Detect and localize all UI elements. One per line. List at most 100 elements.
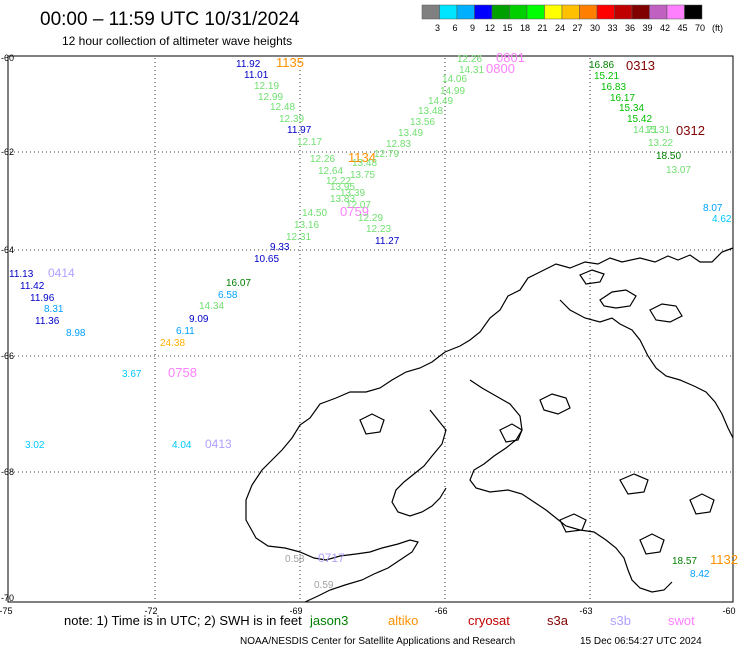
wave-height-labels: 11.92 113511.0112.1912.9912.4812.3911.971… <box>9 50 738 591</box>
wave-height-value: 8.31 <box>44 304 64 315</box>
island-1 <box>599 289 637 309</box>
wave-height-value: 14.34 <box>199 301 224 312</box>
wave-height-value: 3.67 <box>122 369 142 380</box>
wave-height-value: 12.31 <box>286 232 311 243</box>
wave-height-value: 12.83 <box>386 139 411 150</box>
satellite-legend-entry: swot <box>668 613 695 628</box>
island-9 <box>639 533 665 555</box>
latitude-label: -64 <box>1 245 14 255</box>
latitude-label: -60 <box>1 53 14 63</box>
wave-height-value: 0.58 <box>285 554 305 565</box>
wave-height-value: 13.48 <box>352 158 377 169</box>
wave-height-value: 0759 <box>340 204 369 219</box>
color-scale-label: 36 <box>625 23 635 33</box>
satellite-legend-entry: s3b <box>610 613 631 628</box>
wave-height-value: 15.34 <box>619 103 644 114</box>
color-scale-label: 39 <box>642 23 652 33</box>
wave-height-value: 12.23 <box>366 224 391 235</box>
color-scale-swatch <box>526 4 545 20</box>
wave-height-value: 8.07 <box>703 203 723 214</box>
wave-height-value: 14.49 <box>428 96 453 107</box>
color-scale-label: 30 <box>590 23 600 33</box>
graticule: -75 -72 -69 -66 -63 -60 -60 -62 -64 -66 -68 -70 <box>0 53 736 616</box>
color-scale-swatch <box>666 4 685 20</box>
wave-height-value: 4.04 <box>172 440 192 451</box>
latitude-label: -66 <box>1 351 14 361</box>
wave-height-value: 18.57 <box>672 556 697 567</box>
footer-note: note: 1) Time is in UTC; 2) SWH is in fe… <box>64 613 302 628</box>
wave-height-value: 0313 <box>626 58 655 73</box>
wave-height-value: 15.21 <box>594 71 619 82</box>
wave-height-value: 0413 <box>205 437 232 451</box>
wave-height-value: 0758 <box>168 365 197 380</box>
wave-height-value: 0717 <box>318 551 345 565</box>
wave-height-value: 6.58 <box>218 290 238 301</box>
wave-height-value: 24.38 <box>160 338 185 349</box>
wave-height-value: 15.42 <box>627 114 652 125</box>
wave-height-value: 13.48 <box>418 106 443 117</box>
wave-height-value: 16.86 <box>589 60 614 71</box>
color-scale-swatch <box>544 4 563 20</box>
island-8 <box>689 493 715 515</box>
wave-height-value: 12.26 <box>310 154 335 165</box>
wave-height-value: 11.13 <box>9 269 34 280</box>
wave-height-value: 9.33 <box>270 242 290 253</box>
wave-height-value: 12.22 <box>326 176 351 187</box>
color-scale-label: 15 <box>502 23 512 33</box>
wave-height-value: 12.39 <box>279 114 304 125</box>
wave-height-value: 16.17 <box>610 93 635 104</box>
wave-height-value: 11.01 <box>244 70 269 81</box>
color-scale-swatch <box>684 4 703 20</box>
color-scale-label: 9 <box>470 23 475 33</box>
wave-height-value: 13.39 <box>340 188 365 199</box>
color-scale-label: (ft) <box>712 23 723 33</box>
color-scale-swatch <box>561 4 580 20</box>
color-scale-swatch <box>649 4 668 20</box>
wave-height-value: 10.65 <box>254 254 279 265</box>
inner-coast-1 <box>559 299 734 439</box>
wave-height-value: 13.95 <box>330 182 355 193</box>
wave-height-value: 14.99 <box>440 86 465 97</box>
wave-height-value: 1135 <box>276 55 304 70</box>
wave-height-value: 1134 <box>348 150 376 165</box>
wave-height-value: 12.07 <box>346 200 371 211</box>
color-scale-label: 21 <box>537 23 547 33</box>
wave-height-value: 0.59 <box>314 580 334 591</box>
color-scale-swatch <box>474 4 493 20</box>
wave-height-value: 16.83 <box>601 82 626 93</box>
satellite-legend-entry: altiko <box>388 613 418 628</box>
wave-height-value: 11.42 <box>20 281 45 292</box>
wave-height-value: 3.02 <box>25 440 45 451</box>
color-scale-label: 18 <box>520 23 530 33</box>
antarctic-peninsula-coast <box>245 247 734 603</box>
wave-height-value: 13.56 <box>410 117 435 128</box>
color-scale-legend: 3 6 9 12 15 18 21 24 27 30 33 36 39 42 45 70 (ft) <box>421 4 723 33</box>
color-scale-swatch <box>421 4 440 20</box>
map-frame: -75 -72 -69 -66 -63 -60 -60 -62 -64 -66 -68 -70 <box>0 53 736 616</box>
satellite-legend-entry: s3a <box>547 613 569 628</box>
color-scale-swatch <box>631 4 650 20</box>
wave-height-value: 11.97 <box>287 125 312 136</box>
color-scale-swatch <box>439 4 458 20</box>
satellite-legend-entry: cryosat <box>468 613 510 628</box>
wave-height-value: 11.36 <box>35 316 60 327</box>
wave-height-value: 13.16 <box>294 220 319 231</box>
wave-height-value: 8.98 <box>66 328 86 339</box>
island-2 <box>649 303 683 323</box>
color-scale-label: 6 <box>452 23 457 33</box>
wave-height-value: 14.31 <box>459 65 484 76</box>
coastline <box>245 247 734 603</box>
wave-height-value: 13.07 <box>666 165 691 176</box>
wave-height-value: 4.62 <box>712 214 732 225</box>
wave-height-value: 9.09 <box>189 314 209 325</box>
island-10 <box>579 269 605 285</box>
wave-height-value: 12.17 <box>297 137 322 148</box>
wave-height-value: 14.06 <box>442 74 467 85</box>
wave-height-value: 13.49 <box>398 128 423 139</box>
wave-height-value: 13.75 <box>350 170 375 181</box>
page-subtitle: 12 hour collection of altimeter wave hei… <box>62 34 292 48</box>
wave-height-value: 0414 <box>48 266 75 280</box>
longitude-label: -63 <box>579 606 592 616</box>
wave-height-value: 12.29 <box>358 213 383 224</box>
